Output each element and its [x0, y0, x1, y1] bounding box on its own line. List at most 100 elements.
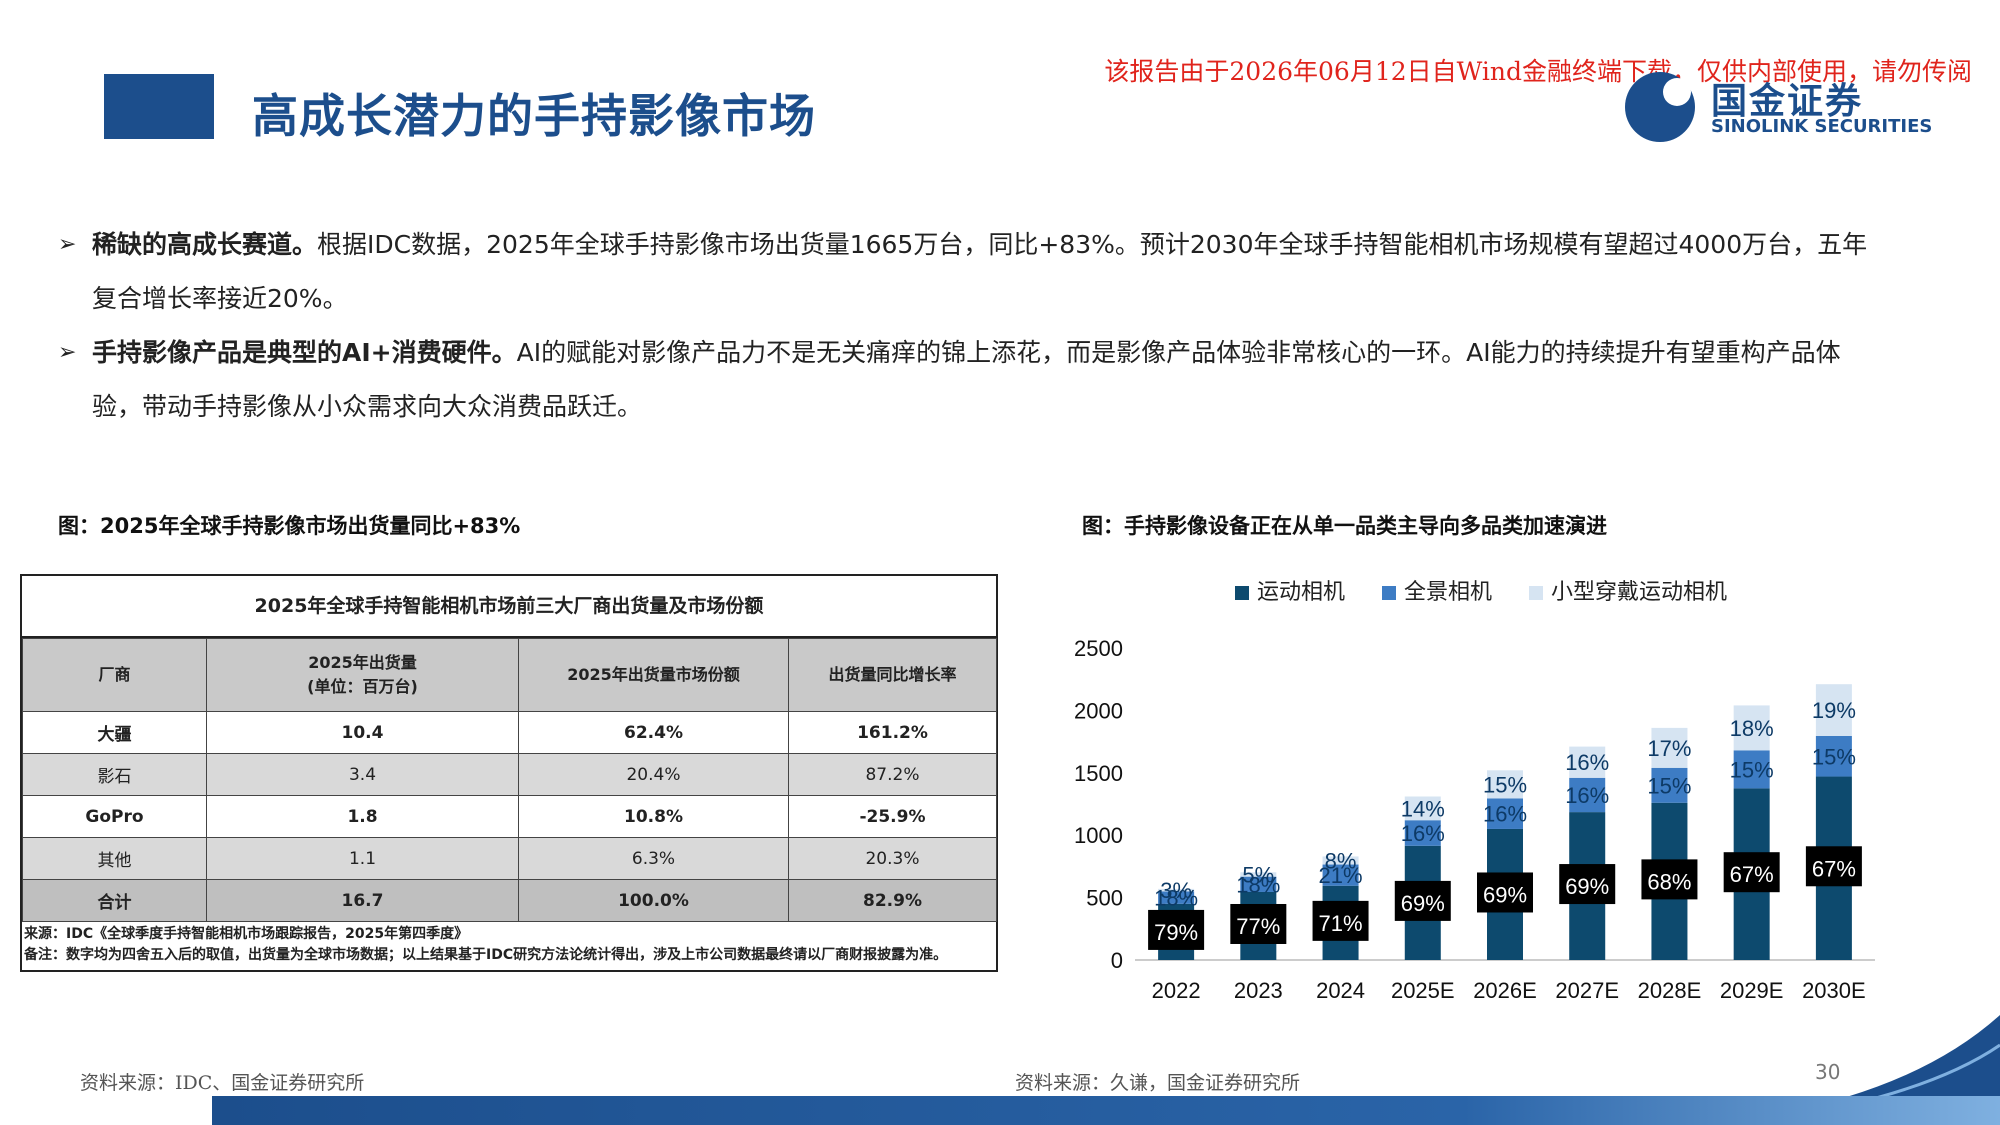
logo-cn-text: 国金证券 [1711, 81, 1864, 122]
data-label: 69% [1401, 891, 1445, 916]
data-label: 18% [1154, 886, 1198, 911]
data-label: 16% [1565, 783, 1609, 808]
data-label: 18% [1236, 872, 1280, 897]
bullet-list: ➢ 稀缺的高成长赛道。根据IDC数据，2025年全球手持影像市场出货量1665万… [58, 218, 1888, 434]
data-label: 67% [1730, 862, 1774, 887]
data-label: 14% [1401, 796, 1445, 821]
data-label: 19% [1812, 698, 1856, 723]
table-body: 厂商 2025年出货量 (单位：百万台) 2025年出货量市场份额 出货量同比增长… [22, 638, 997, 922]
bar-segment [1404, 796, 1441, 821]
x-tick-label: 2022 [1152, 978, 1201, 1003]
bar-segment [1733, 750, 1770, 789]
bar-segment [1240, 876, 1277, 892]
data-label: 16% [1565, 750, 1609, 775]
right-source-note: 资料来源：久谦，国金证券研究所 [1015, 1072, 1301, 1094]
page-number: 30 [1815, 1060, 1841, 1084]
arrow-bullet-icon: ➢ [58, 340, 77, 365]
legend-item-action-camera: 运动相机 [1235, 574, 1345, 606]
data-label-box [1477, 872, 1533, 913]
y-tick-label: 2000 [1074, 698, 1123, 723]
bar-segment [1569, 777, 1606, 813]
bar-segment [1158, 891, 1195, 904]
x-tick-label: 2024 [1316, 978, 1365, 1003]
data-label-box [1230, 903, 1287, 944]
y-tick-label: 1000 [1074, 823, 1123, 848]
bar-segment [1815, 735, 1852, 777]
col-header-vendor: 厂商 [22, 638, 207, 712]
data-label: 15% [1647, 773, 1691, 798]
bar-segment [1404, 820, 1441, 846]
data-label: 71% [1319, 911, 1363, 936]
y-tick-label: 2500 [1074, 636, 1123, 661]
x-tick-label: 2028E [1638, 978, 1702, 1003]
data-label-box [1394, 880, 1451, 921]
right-figure-caption: 图：手持影像设备正在从单一品类主导向多品类加速演进 [1082, 514, 1607, 538]
data-label: 21% [1319, 863, 1363, 888]
bar-segment [1158, 888, 1195, 892]
data-label: 79% [1154, 920, 1198, 945]
table-row: 大疆 10.4 62.4% 161.2% [22, 711, 997, 754]
col-header-share: 2025年出货量市场份额 [518, 638, 789, 712]
data-label: 17% [1647, 736, 1691, 761]
x-tick-label: 2027E [1555, 978, 1619, 1003]
bar-segment [1322, 864, 1359, 886]
bar-segment [1569, 746, 1606, 778]
data-label: 68% [1647, 869, 1691, 894]
table-row-total: 合计 16.7 100.0% 82.9% [22, 879, 997, 922]
logo-en-text: SINOLINK SECURITIES [1711, 116, 1933, 137]
y-tick-label: 0 [1111, 948, 1123, 973]
title-accent-block [104, 74, 214, 139]
bullet-item: ➢ 稀缺的高成长赛道。根据IDC数据，2025年全球手持影像市场出货量1665万… [58, 218, 1888, 326]
bullet-item: ➢ 手持影像产品是典型的AI+消费硬件。AI的赋能对影像产品力不是无关痛痒的锦上… [58, 326, 1888, 434]
bar-segment [1240, 872, 1277, 877]
table-row: 其他 1.1 6.3% 20.3% [22, 837, 997, 880]
logo-mark-icon [1625, 72, 1695, 142]
y-tick-label: 1500 [1074, 761, 1123, 786]
bar-segment [1322, 856, 1359, 865]
data-label: 16% [1483, 802, 1527, 827]
download-watermark: 该报告由于2026年06月12日自Wind金融终端下载，仅供内部使用，请勿传阅 [1104, 57, 1972, 86]
data-label: 15% [1730, 757, 1774, 782]
bar-segment [1651, 727, 1688, 768]
col-header-growth: 出货量同比增长率 [788, 638, 997, 712]
data-label: 5% [1242, 862, 1274, 887]
data-label: 69% [1483, 882, 1527, 907]
legend-item-panoramic-camera: 全景相机 [1382, 574, 1492, 606]
legend-swatch [1529, 586, 1544, 600]
table-row: 影石 3.4 20.4% 87.2% [22, 753, 997, 796]
data-label: 18% [1730, 716, 1774, 741]
bullet-text: 根据IDC数据，2025年全球手持影像市场出货量1665万台，同比+83%。预计… [92, 230, 1868, 313]
bar-segment [1487, 770, 1523, 799]
table-source-note: 来源：IDC《全球季度手持智能相机市场跟踪报告，2025年第四季度》 [24, 926, 469, 942]
left-figure-caption: 图：2025年全球手持影像市场出货量同比+83% [58, 514, 521, 538]
data-label-box [1148, 909, 1205, 950]
stacked-bar-chart: 0500100015002000250079%18%3%202277%18%5%… [1074, 636, 1875, 1003]
chart-legend: 运动相机 全景相机 小型穿戴运动相机 [1235, 574, 1757, 606]
data-label: 3% [1160, 878, 1192, 903]
page-title: 高成长潜力的手持影像市场 [252, 89, 816, 143]
data-label-box [1723, 852, 1780, 893]
bullet-heading: 手持影像产品是典型的AI+消费硬件。 [92, 338, 517, 367]
table-row: GoPro 1.8 10.8% -25.9% [22, 795, 997, 838]
bar-segment [1651, 767, 1688, 803]
x-tick-label: 2026E [1473, 978, 1537, 1003]
market-share-table: 2025年全球手持智能相机市场前三大厂商出货量及市场份额 厂商 2025年出货量… [20, 574, 998, 972]
data-label: 67% [1812, 856, 1856, 881]
table-title: 2025年全球手持智能相机市场前三大厂商出货量及市场份额 [22, 576, 996, 638]
data-label-box [1805, 846, 1862, 887]
x-tick-label: 2030E [1802, 978, 1866, 1003]
legend-item-wearable-camera: 小型穿戴运动相机 [1529, 574, 1727, 606]
data-label: 15% [1483, 772, 1527, 797]
bullet-heading: 稀缺的高成长赛道。 [92, 230, 318, 259]
table-notes: 来源：IDC《全球季度手持智能相机市场跟踪报告，2025年第四季度》 备注：数字… [22, 922, 996, 970]
company-logo: 国金证券 SINOLINK SECURITIES [1625, 72, 1975, 142]
data-label-box [1559, 864, 1616, 905]
data-label: 69% [1565, 874, 1609, 899]
data-label: 15% [1812, 744, 1856, 769]
legend-swatch [1382, 586, 1397, 600]
legend-swatch [1235, 586, 1249, 600]
data-label-box [1641, 859, 1698, 900]
x-tick-label: 2023 [1234, 978, 1283, 1003]
left-source-note: 资料来源：IDC、国金证券研究所 [80, 1072, 365, 1094]
y-tick-label: 500 [1086, 886, 1123, 911]
